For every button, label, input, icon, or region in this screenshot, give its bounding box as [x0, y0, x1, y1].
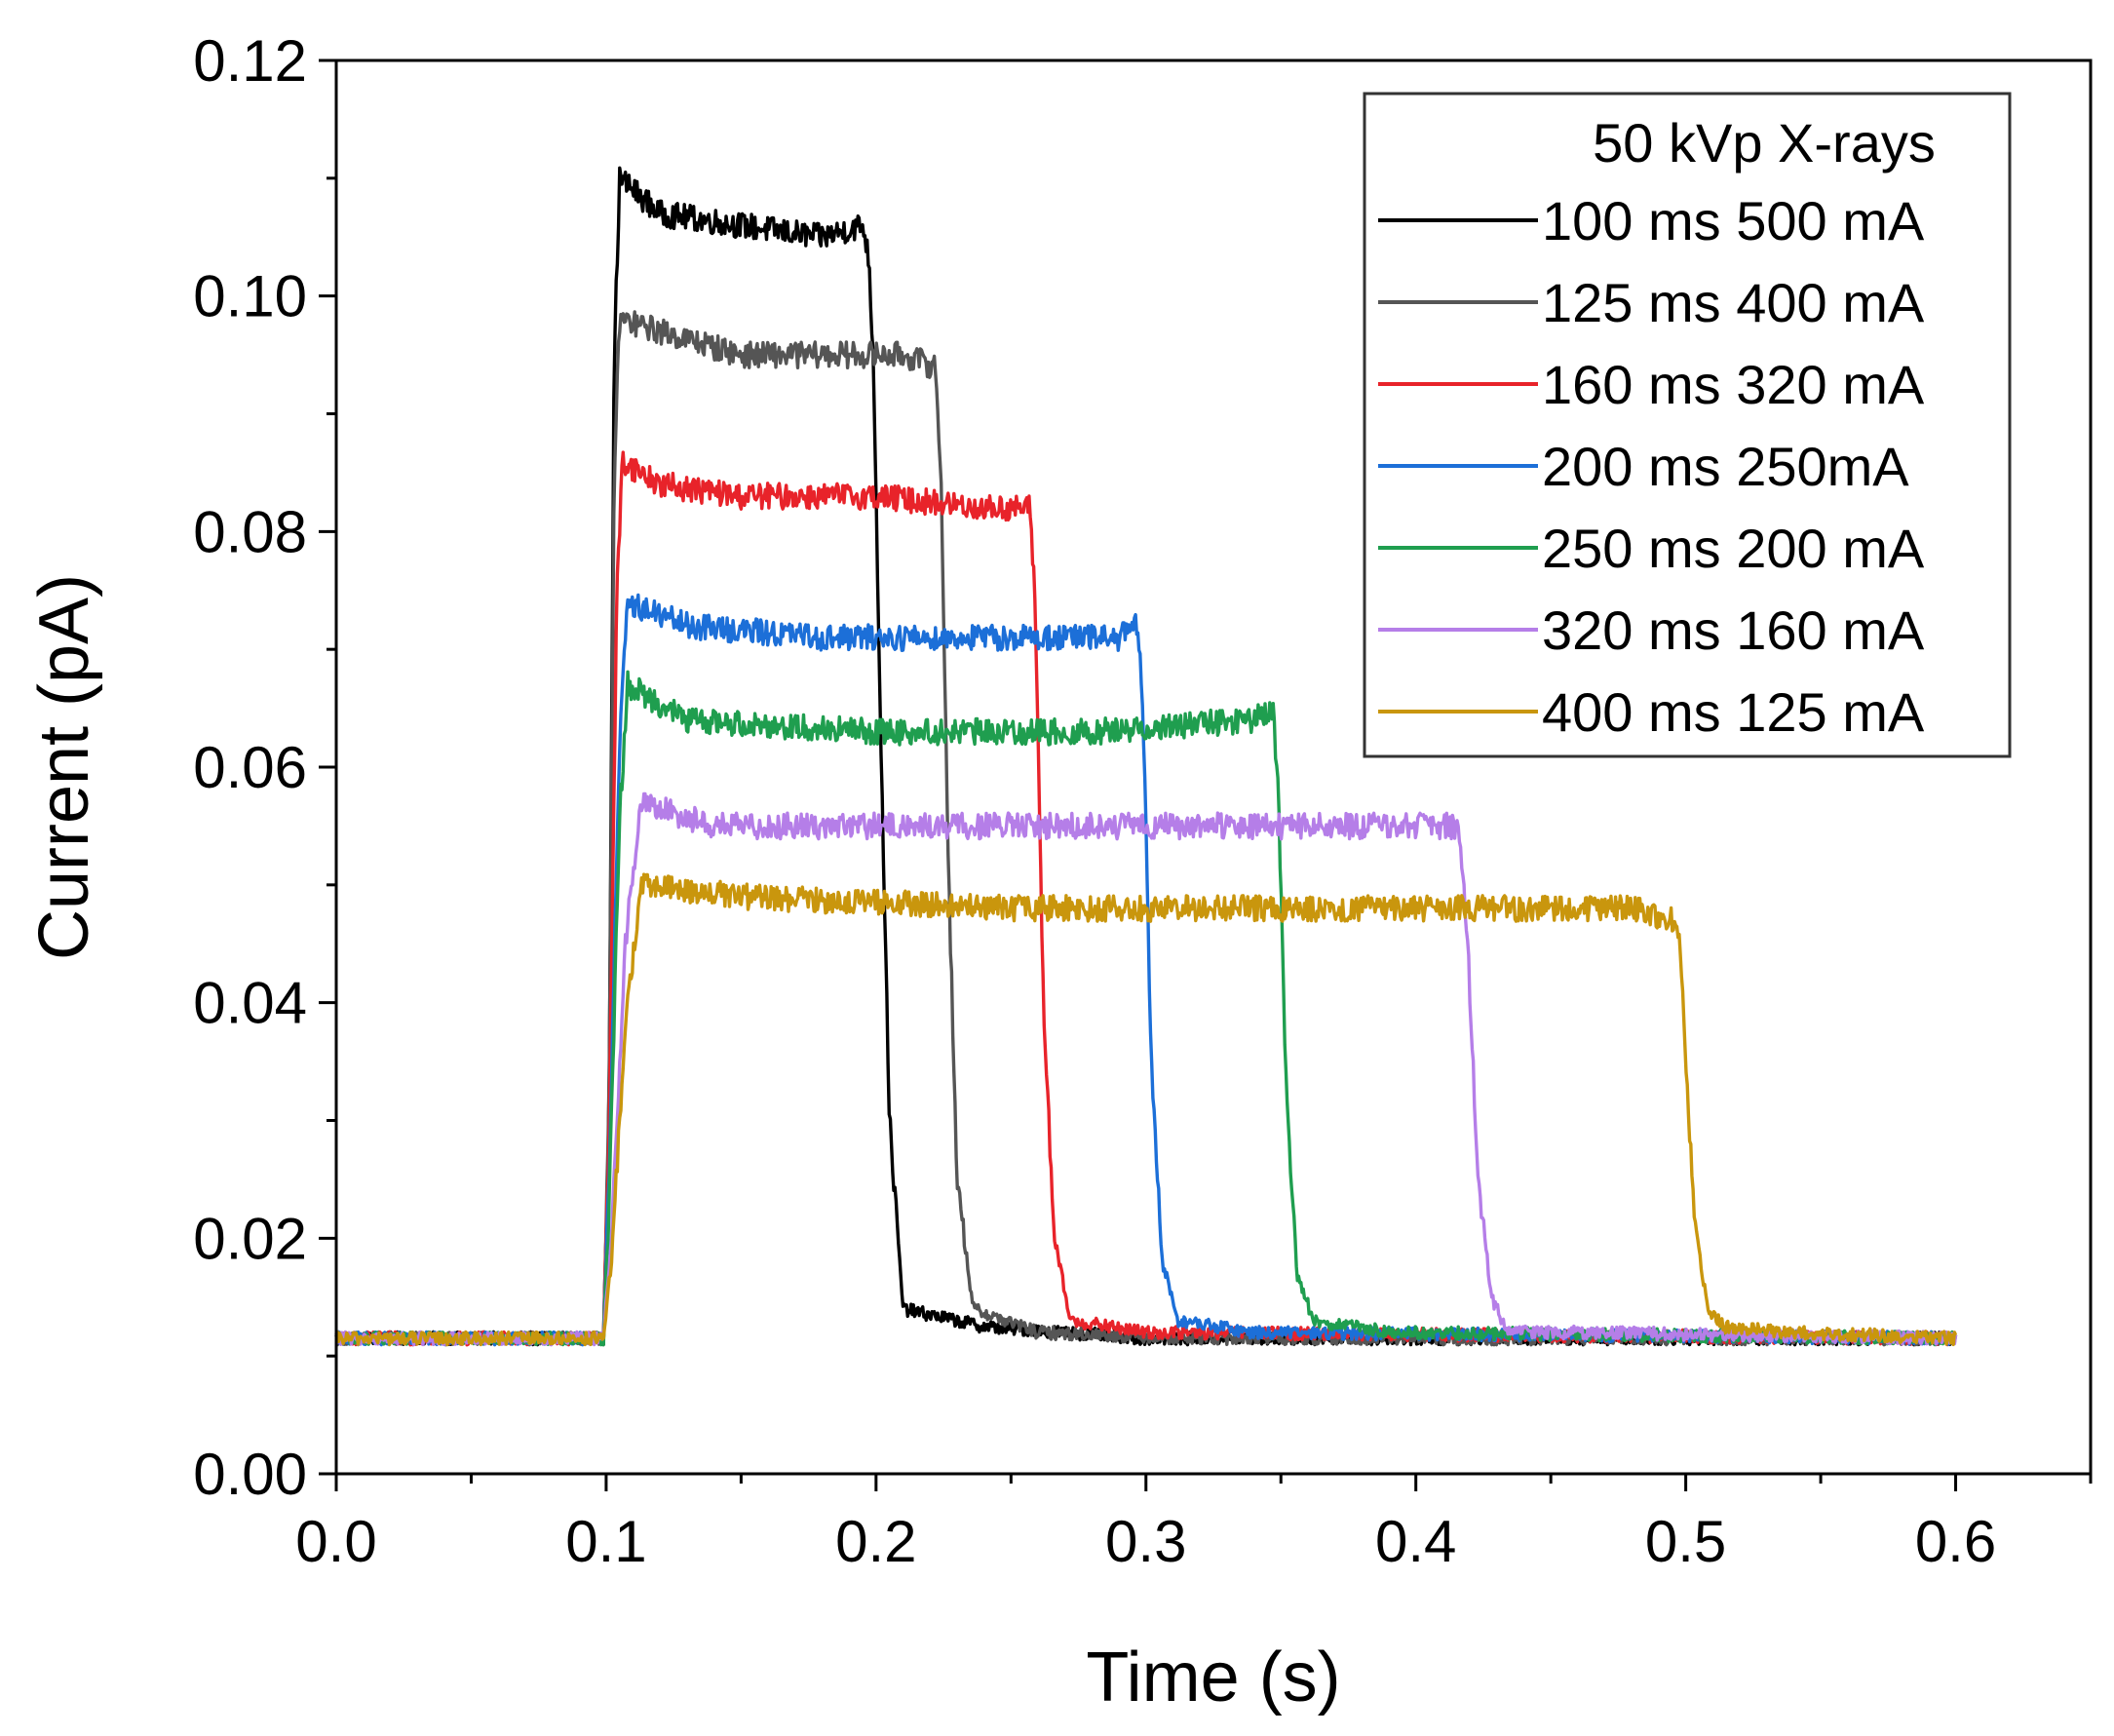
legend-items: 100 ms 500 mA 125 ms 400 mA 160 ms 320 mA 2…: [1378, 190, 1925, 743]
legend-label: 200 ms 250mA: [1542, 436, 1909, 497]
legend-item: 125 ms 400 mA: [1378, 272, 1925, 333]
legend-label: 320 ms 160 mA: [1542, 599, 1925, 661]
legend-label: 160 ms 320 mA: [1542, 354, 1925, 415]
x-tick-label: 0.3: [1105, 1509, 1186, 1574]
x-tick-label: 0.5: [1645, 1509, 1726, 1574]
legend-label: 125 ms 400 mA: [1542, 272, 1925, 333]
y-tick-label: 0.08: [193, 499, 307, 564]
y-tick-label: 0.04: [193, 971, 307, 1036]
legend-box: [1363, 92, 2012, 758]
x-tick-label: 0.0: [295, 1509, 376, 1574]
y-tick-label: 0.02: [193, 1206, 307, 1271]
legend-label: 100 ms 500 mA: [1542, 190, 1925, 251]
axis-layer: 0.0 0.1 0.2 0.3 0.4 0.5 0.6 0.00 0.02 0.04 0.06 0.0…: [193, 28, 2093, 1574]
legend-item: 400 ms 125 mA: [1378, 681, 1925, 743]
x-axis-title: Time (s): [1086, 1639, 1340, 1717]
legend-label: 400 ms 125 mA: [1542, 681, 1925, 743]
legend-item: 320 ms 160 mA: [1378, 599, 1925, 661]
legend-label: 250 ms 200 mA: [1542, 518, 1925, 579]
y-tick-label: 0.06: [193, 735, 307, 800]
legend-item: 200 ms 250mA: [1378, 436, 1909, 497]
y-axis-title: Current (pA): [25, 574, 103, 960]
x-tick-label: 0.4: [1375, 1509, 1456, 1574]
y-tick-label: 0.00: [193, 1442, 307, 1507]
series-line: [335, 872, 1958, 1347]
legend: 50 kVp X-rays 100 ms 500 mA 125 ms 400 mA…: [1363, 92, 2012, 758]
legend-item: 250 ms 200 mA: [1378, 518, 1925, 579]
x-tick-label: 0.2: [835, 1509, 916, 1574]
y-tick-label: 0.10: [193, 264, 307, 329]
x-tick-label: 0.1: [565, 1509, 646, 1574]
x-tick-label: 0.6: [1915, 1509, 1996, 1574]
legend-item: 100 ms 500 mA: [1378, 190, 1925, 251]
legend-title: 50 kVp X-rays: [1593, 112, 1936, 174]
series-layer: [334, 166, 1958, 1347]
y-tick-label: 0.12: [193, 28, 307, 94]
legend-item: 160 ms 320 mA: [1378, 354, 1925, 415]
